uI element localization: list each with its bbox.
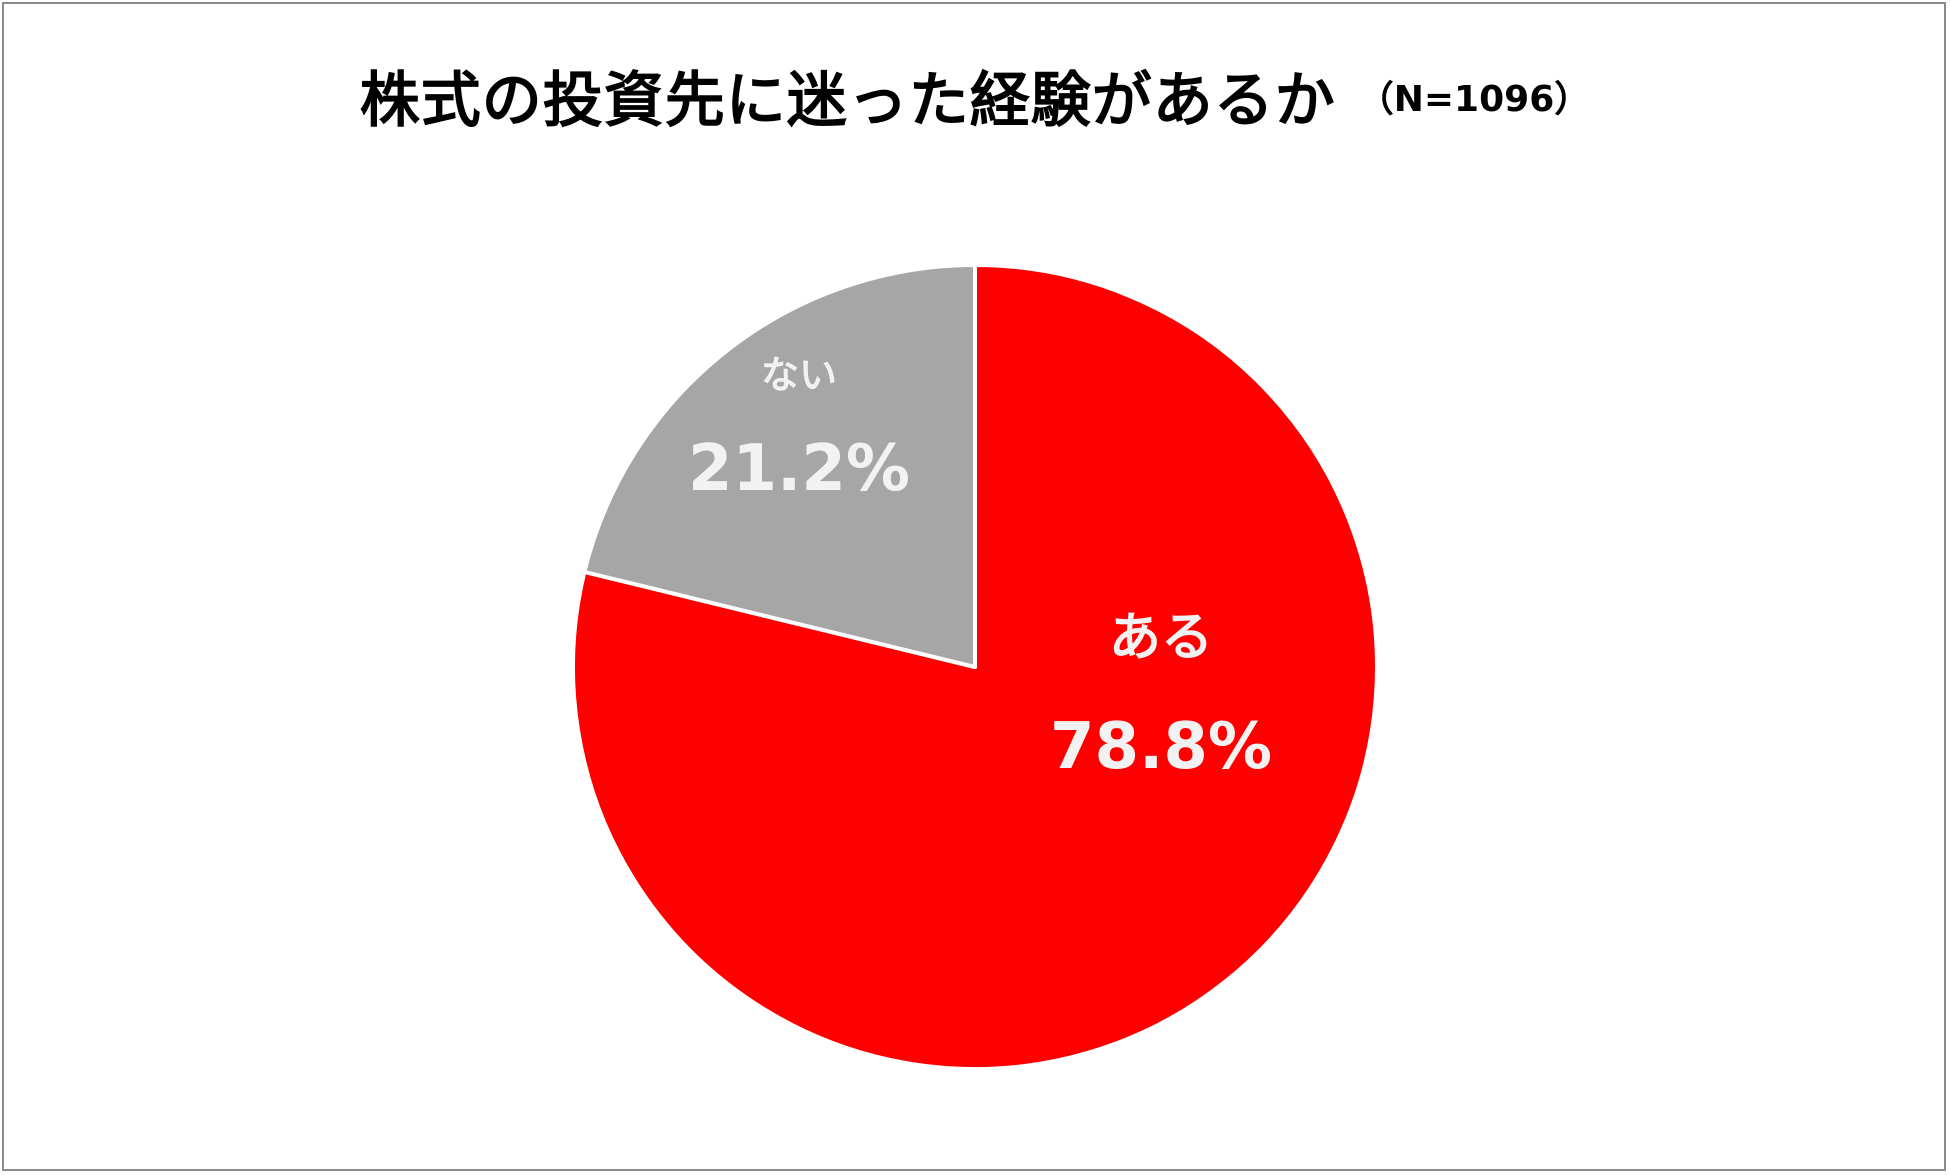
chart-title-row: 株式の投資先に迷った経験があるか （N=1096） [0,52,1950,139]
chart-subtitle: （N=1096） [1357,78,1591,120]
chart-title: 株式の投資先に迷った経験があるか [359,66,1336,136]
slice-label-aru: ある [1109,608,1213,668]
pie-slice-nai [582,263,977,669]
slice-value-aru: 78.8% [1050,710,1272,784]
slice-value-nai: 21.2% [688,432,910,506]
pie-slices [571,263,1379,1071]
slice-label-nai: ない [761,353,837,397]
